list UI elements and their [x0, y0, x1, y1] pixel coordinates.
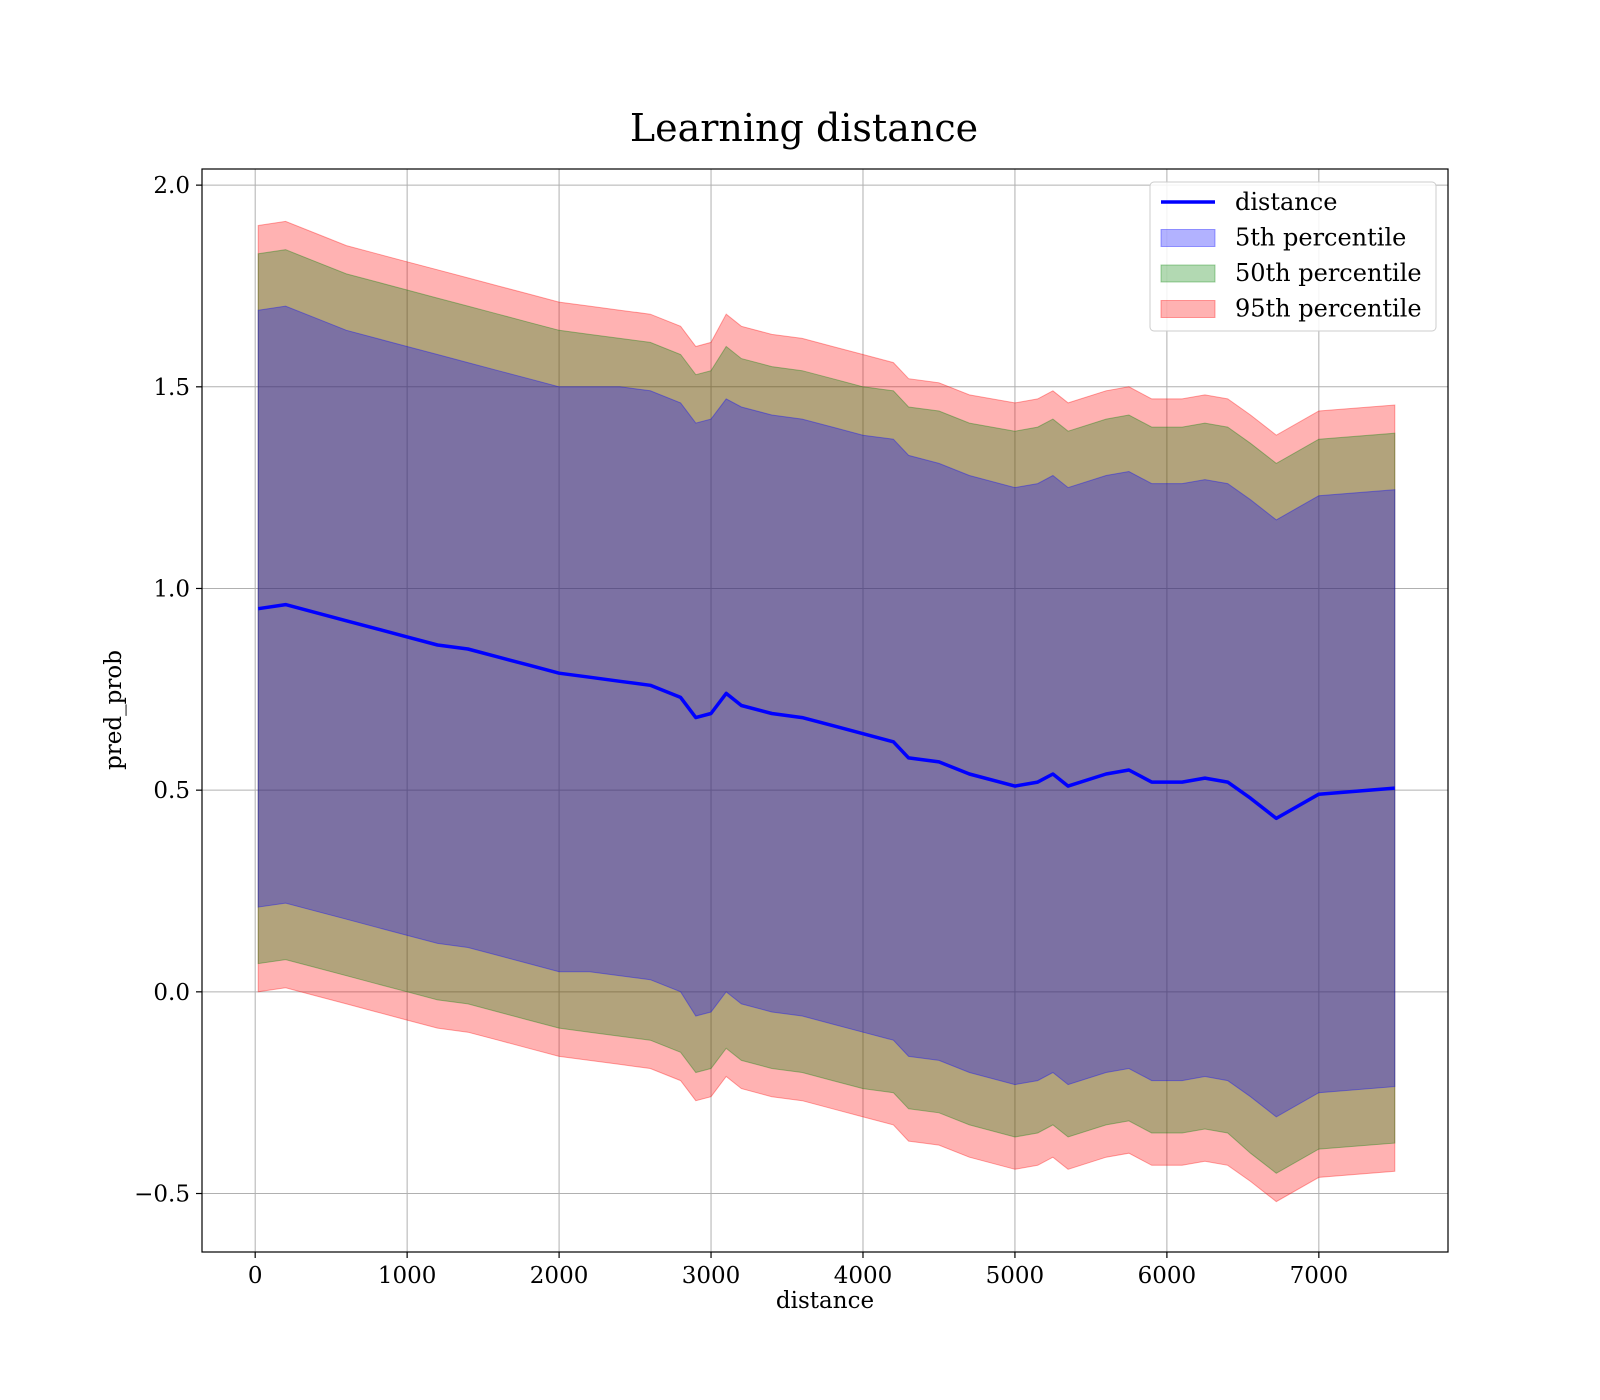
chart-title: Learning distance: [630, 106, 978, 150]
legend-box: [1149, 181, 1437, 332]
x-tick-label: 7000: [1290, 1263, 1349, 1289]
legend-entries: distance 5th percentile 50th percentile 95t…: [1160, 188, 1422, 323]
x-axis-ticks: 0 1000 2000 3000 4000 5000 6000 7000: [248, 1252, 1348, 1289]
x-tick-label: 3000: [682, 1263, 741, 1289]
50th-percentile-band: [257, 249, 1396, 1174]
x-tick-label: 1000: [378, 1263, 437, 1289]
5th-percentile-band: [257, 305, 1396, 1118]
legend-swatch-95th-percentile: [1160, 300, 1216, 318]
y-tick-label: 0.0: [153, 980, 190, 1006]
x-tick-label: 2000: [530, 1263, 589, 1289]
distance-series: [257, 602, 1395, 821]
x-tick-label: 4000: [834, 1263, 893, 1289]
x-tick-label: 5000: [986, 1263, 1045, 1289]
y-axis-label: pred_prob: [101, 650, 127, 770]
legend-label-distance: distance: [1235, 188, 1337, 216]
y-tick-label: 2.0: [153, 173, 190, 199]
x-axis-label: distance: [776, 1288, 874, 1314]
y-tick-label: −0.5: [134, 1182, 190, 1208]
legend-label-5th-percentile: 5th percentile: [1235, 224, 1406, 252]
x-tick-label: 0: [248, 1263, 263, 1289]
legend-label-50th-percentile: 50th percentile: [1235, 259, 1422, 287]
plot-frame: [201, 168, 1449, 1253]
y-tick-label: 1.0: [153, 576, 190, 602]
legend-swatch-5th-percentile: [1160, 229, 1216, 247]
legend-swatch-50th-percentile: [1160, 264, 1216, 283]
x-tick-label: 6000: [1138, 1263, 1197, 1289]
legend-label-95th-percentile: 95th percentile: [1235, 295, 1422, 323]
y-tick-label: 1.5: [153, 375, 190, 401]
95th-percentile-band: [257, 220, 1396, 1203]
legend: distance 5th percentile 50th percentile 95t…: [1149, 181, 1437, 332]
y-tick-label: 0.5: [153, 778, 190, 804]
y-axis-ticks: −0.5 0.0 0.5 1.0 1.5 2.0: [134, 173, 202, 1208]
percentile-bands: [257, 220, 1396, 1203]
distance-line: [257, 602, 1395, 821]
